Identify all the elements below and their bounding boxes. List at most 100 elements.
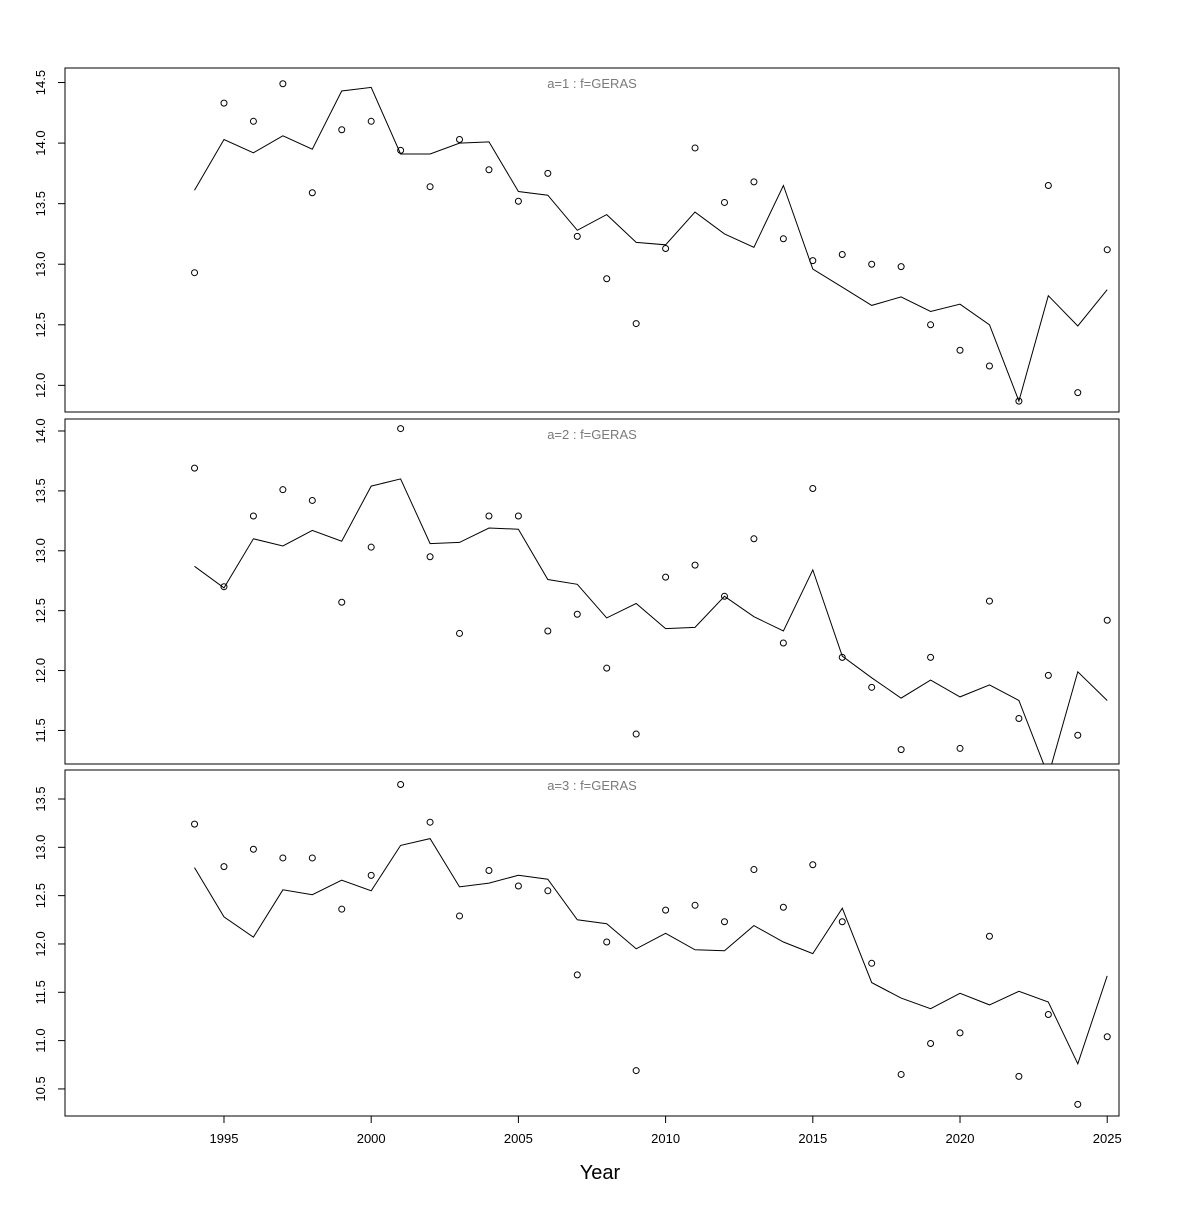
observed-point xyxy=(1015,714,1023,722)
plot-area xyxy=(191,425,1111,764)
observed-point xyxy=(573,610,581,618)
y-tick-label: 13.0 xyxy=(33,835,48,860)
y-tick-label: 13.5 xyxy=(33,478,48,503)
observed-point xyxy=(456,912,464,920)
observed-point xyxy=(956,1029,964,1037)
observed-point xyxy=(897,746,905,754)
observed-point xyxy=(367,543,375,551)
observed-point xyxy=(249,117,257,125)
x-tick-label: 2025 xyxy=(1093,1131,1122,1146)
y-tick-label: 14.0 xyxy=(33,130,48,155)
observed-point xyxy=(662,244,670,252)
plot-area xyxy=(191,80,1111,405)
x-tick-label: 2000 xyxy=(357,1131,386,1146)
observed-point xyxy=(691,561,699,569)
observed-point xyxy=(249,845,257,853)
observed-point xyxy=(1074,731,1082,739)
x-axis-label: Year xyxy=(580,1162,621,1184)
observed-point xyxy=(720,918,728,926)
y-tick-label: 11.0 xyxy=(33,1028,48,1052)
observed-point xyxy=(956,346,964,354)
observed-point xyxy=(779,639,787,647)
y-tick-label: 10.5 xyxy=(33,1076,48,1101)
y-tick-label: 13.5 xyxy=(33,191,48,216)
observed-point xyxy=(691,144,699,152)
observed-point xyxy=(750,535,758,543)
observed-point xyxy=(720,592,728,600)
y-tick-label: 13.5 xyxy=(33,786,48,811)
observed-point xyxy=(632,1067,640,1075)
observed-point xyxy=(720,198,728,206)
observed-point xyxy=(338,126,346,134)
observed-point xyxy=(573,971,581,979)
observed-point xyxy=(456,629,464,637)
observed-point xyxy=(397,146,405,154)
observed-point xyxy=(191,464,199,472)
x-tick-label: 1995 xyxy=(210,1131,239,1146)
panel-frame xyxy=(64,769,1120,1117)
observed-point xyxy=(603,275,611,283)
observed-point xyxy=(397,780,405,788)
y-tick-label: 12.5 xyxy=(33,312,48,337)
observed-point xyxy=(279,486,287,494)
y-tick-label: 12.0 xyxy=(33,658,48,683)
observed-point xyxy=(485,867,493,875)
observed-point xyxy=(191,820,199,828)
x-tick-label: 2010 xyxy=(651,1131,680,1146)
observed-point xyxy=(544,627,552,635)
observed-point xyxy=(544,169,552,177)
observed-point xyxy=(897,1070,905,1078)
observed-point xyxy=(485,512,493,520)
fitted-line xyxy=(194,838,1108,1066)
y-tick-label: 12.0 xyxy=(33,931,48,956)
observed-point xyxy=(1044,671,1052,679)
y-tick-label: 11.5 xyxy=(33,980,48,1004)
y-tick-label: 12.0 xyxy=(33,373,48,398)
observed-point xyxy=(868,959,876,967)
observed-point xyxy=(779,235,787,243)
observed-point xyxy=(279,80,287,88)
observed-point xyxy=(514,882,522,890)
y-tick-label: 12.5 xyxy=(33,883,48,908)
panel-title: a=3 : f=GERAS xyxy=(547,778,637,793)
observed-point xyxy=(308,496,316,504)
observed-point xyxy=(809,484,817,492)
panel-frame xyxy=(64,418,1120,765)
observed-point xyxy=(662,906,670,914)
x-tick-label: 2005 xyxy=(504,1131,533,1146)
observed-point xyxy=(367,117,375,125)
observed-point xyxy=(367,871,375,879)
observed-point xyxy=(838,251,846,259)
observed-point xyxy=(868,683,876,691)
y-tick-label: 12.5 xyxy=(33,598,48,623)
observed-point xyxy=(485,166,493,174)
x-axis: 1995 2000 2005 2010 2015 2020 2025 xyxy=(210,1115,1122,1146)
fitted-line xyxy=(194,478,1108,764)
observed-point xyxy=(809,861,817,869)
observed-point xyxy=(456,135,464,143)
y-tick-label: 14.5 xyxy=(33,70,48,95)
observed-point xyxy=(1015,1072,1023,1080)
y-tick-label: 13.0 xyxy=(33,252,48,277)
observed-point xyxy=(338,598,346,606)
y-tick-label: 11.5 xyxy=(33,718,48,742)
panel-title: a=1 : f=GERAS xyxy=(547,76,637,91)
observed-point xyxy=(779,903,787,911)
observed-point xyxy=(1044,1011,1052,1019)
observed-point xyxy=(220,863,228,871)
panel-title: a=2 : f=GERAS xyxy=(547,427,637,442)
observed-point xyxy=(426,183,434,191)
observed-point xyxy=(985,362,993,370)
observed-point xyxy=(691,901,699,909)
observed-point xyxy=(897,263,905,271)
observed-point xyxy=(1074,1100,1082,1108)
observed-point xyxy=(249,512,257,520)
observed-point xyxy=(397,425,405,433)
observed-point xyxy=(514,197,522,205)
observed-point xyxy=(220,583,228,591)
observed-point xyxy=(750,866,758,874)
observed-point xyxy=(1074,389,1082,397)
observed-point xyxy=(956,744,964,752)
